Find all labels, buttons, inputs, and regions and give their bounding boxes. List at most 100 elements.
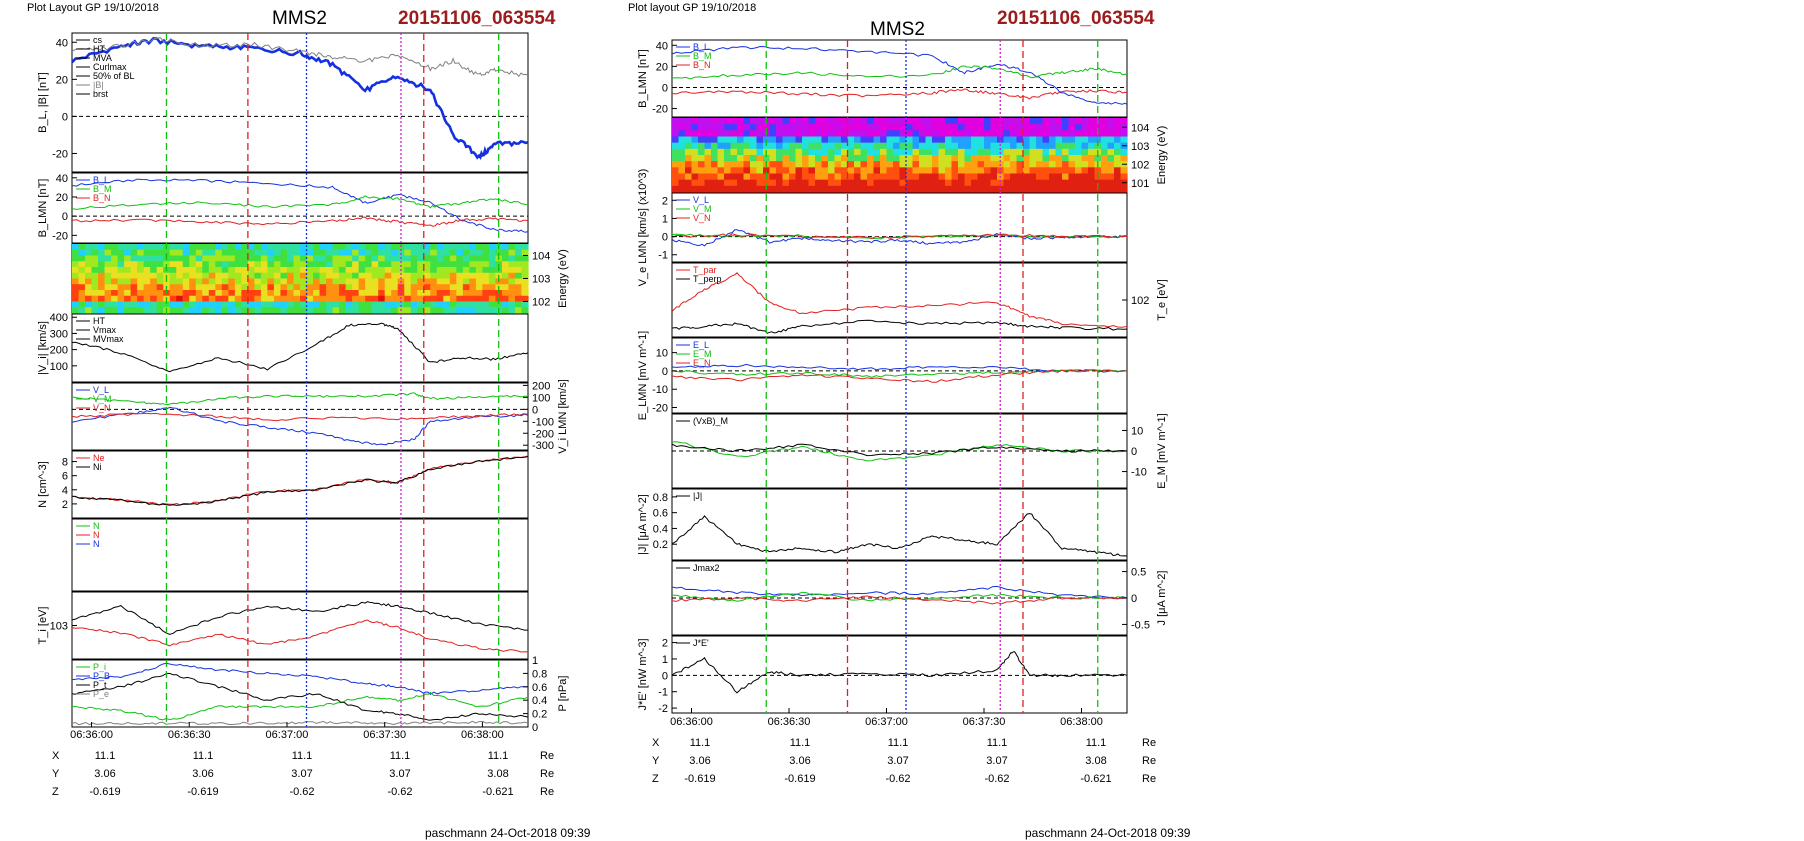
spectrogram-cell: [1101, 130, 1109, 138]
y-tick-label: 200: [50, 345, 68, 357]
spectrogram-cell: [482, 255, 490, 262]
series-P_i: [71, 691, 529, 721]
spectrogram-cell: [854, 167, 862, 175]
y-tick-label: 2: [662, 638, 668, 650]
spectrogram-cell: [234, 307, 242, 314]
spectrogram-cell: [1114, 173, 1122, 181]
spectrogram-cell: [397, 261, 405, 268]
spectrogram-cell: [462, 272, 470, 280]
coord-value: 3.08: [1085, 755, 1106, 767]
spectrogram-cell: [91, 272, 99, 280]
spectrogram-cell: [997, 179, 1005, 187]
spectrogram-cell: [137, 284, 145, 291]
spectrogram-cell: [352, 267, 360, 274]
spectrogram-cell: [482, 249, 490, 257]
spectrogram-cell: [730, 130, 738, 138]
spectrogram-cell: [469, 261, 477, 268]
spectrogram-cell: [293, 290, 301, 297]
spectrogram-cell: [1023, 124, 1031, 131]
spectrogram-cell: [260, 295, 269, 303]
spectrogram-cell: [1068, 179, 1076, 187]
coord-value: 3.07: [389, 768, 410, 780]
spectrogram-cell: [1029, 118, 1037, 125]
spectrogram-cell: [782, 148, 790, 156]
legend-entry: V_L: [93, 385, 109, 395]
legend-entry: brst: [93, 89, 109, 99]
spectrogram-cell: [72, 278, 80, 285]
spectrogram-cell: [685, 155, 693, 162]
spectrogram-cell: [977, 142, 985, 150]
spectrogram-cell: [815, 136, 823, 144]
y-tick-label: 40: [656, 40, 668, 52]
spectrogram-cell: [938, 118, 946, 125]
y-tick-label: -1: [658, 250, 668, 262]
spectrogram-cell: [521, 244, 529, 251]
spectrogram-cell: [384, 307, 392, 314]
y-tick-label: 103: [532, 274, 550, 286]
spectrogram-cell: [137, 278, 145, 285]
spectrogram-cell: [156, 307, 164, 314]
spectrogram-cell: [1049, 124, 1057, 131]
spectrogram-cell: [202, 301, 210, 308]
spectrogram-cell: [371, 255, 379, 262]
spectrogram-cell: [169, 244, 177, 251]
spectrogram-cell: [508, 267, 516, 274]
spectrogram-cell: [195, 255, 203, 262]
spectrogram-cell: [521, 267, 529, 274]
spectrogram-cell: [345, 244, 353, 251]
spectrogram-cell: [815, 173, 823, 181]
y-tick-label: 8: [62, 457, 68, 469]
spectrogram-cell: [137, 295, 145, 303]
series-J_M: [671, 591, 1128, 602]
spectrogram-cell: [462, 307, 470, 314]
spectrogram-cell: [847, 142, 855, 150]
spectrogram-cell: [737, 173, 745, 181]
spectrogram-cell: [678, 173, 686, 181]
spectrogram-cell: [501, 272, 510, 280]
legend-entry: B_L: [93, 175, 109, 185]
spectrogram-cell: [234, 290, 242, 297]
spectrogram-cell: [273, 295, 282, 303]
footer-left: paschmann 24-Oct-2018 09:39: [425, 826, 591, 840]
spectrogram-cell: [156, 261, 164, 268]
spectrogram-cell: [345, 307, 353, 314]
y-tick-label: 0.6: [532, 682, 547, 694]
spectrogram-cell: [339, 278, 347, 285]
legend-entry: (VxB)_M: [693, 416, 728, 426]
spectrogram-cell: [124, 301, 132, 308]
spectrogram-cell: [143, 255, 151, 262]
spectrogram-cell: [352, 301, 360, 308]
spectrogram-cell: [365, 295, 373, 303]
spectrogram-cell: [821, 130, 829, 138]
spectrogram-cell: [821, 118, 829, 125]
y-axis-label: |J| [μA m^-2]: [637, 494, 649, 555]
spectrogram-cell: [280, 261, 288, 268]
spectrogram-cell: [508, 301, 516, 308]
spectrogram-cell: [828, 155, 836, 162]
spectrogram-cell: [860, 130, 868, 138]
spectrogram-cell: [945, 185, 953, 193]
y-tick-label: -10: [652, 384, 668, 396]
spectrogram-cell: [384, 261, 392, 268]
y-tick-label: -20: [652, 104, 668, 116]
spectrogram-cell: [306, 301, 314, 308]
spectrogram-cell: [130, 278, 138, 285]
spectrogram-cell: [163, 290, 171, 297]
spectrogram-cell: [964, 148, 972, 156]
spectrogram-cell: [847, 148, 855, 156]
spectrogram-cell: [306, 284, 314, 291]
spectrogram-cell: [880, 185, 888, 193]
legend-entry: MVA: [93, 53, 112, 63]
spectrogram-cell: [410, 272, 418, 280]
y-tick-label: 104: [1131, 122, 1149, 134]
spectrogram-cell: [854, 161, 862, 168]
spectrogram-cell: [436, 307, 444, 314]
spectrogram-cell: [899, 179, 907, 187]
spectrogram-cell: [984, 161, 992, 168]
spectrogram-cell: [150, 278, 158, 285]
spectrogram-cell: [436, 249, 444, 257]
coord-value: -0.619: [187, 786, 218, 798]
spectrogram-cell: [847, 155, 855, 162]
y-tick-label: 4: [62, 485, 68, 497]
spectrogram-cell: [358, 301, 366, 308]
